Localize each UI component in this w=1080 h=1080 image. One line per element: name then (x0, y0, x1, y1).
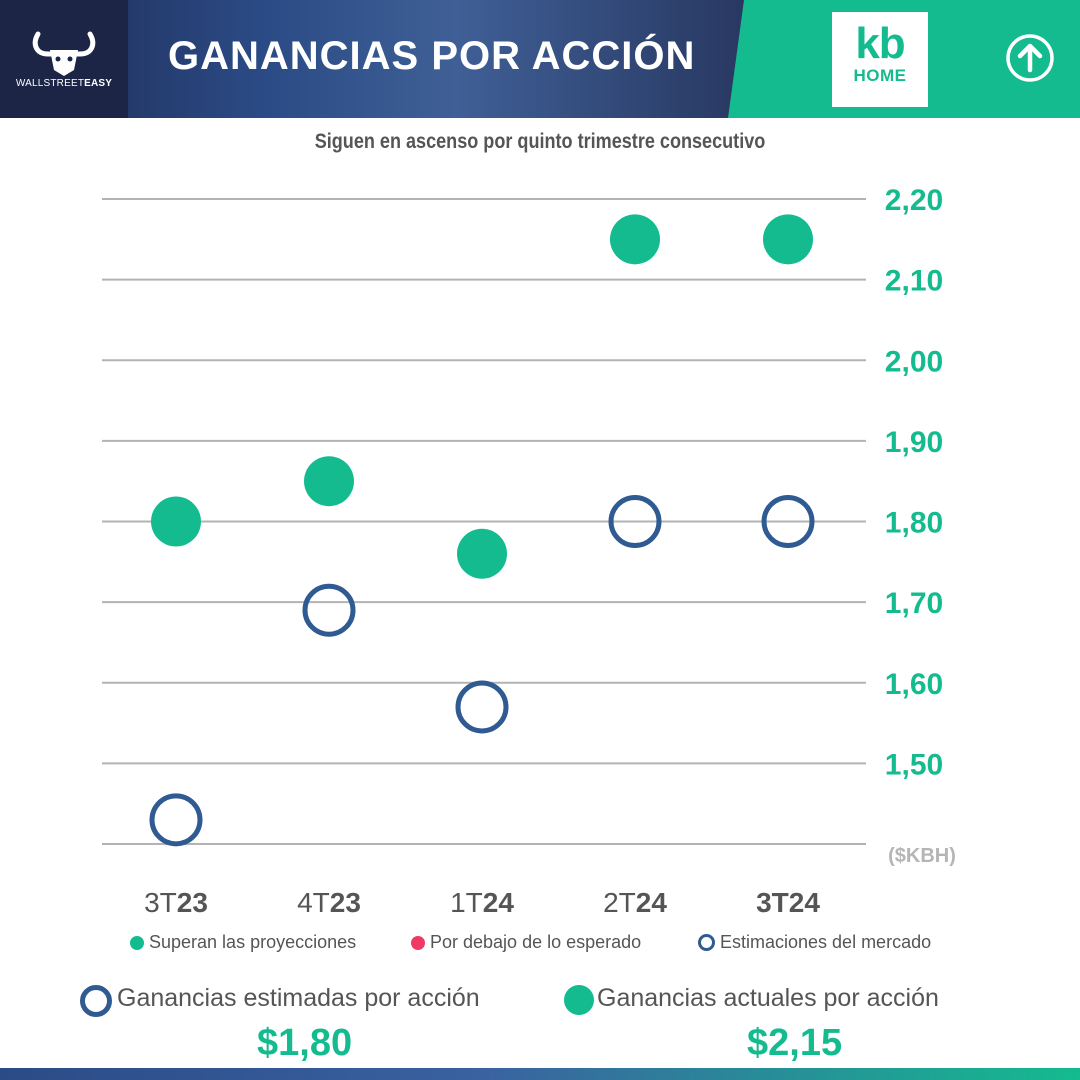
actual-eps-point-4T23 (304, 456, 354, 507)
brand-name: WALLSTREETEASY (15, 78, 113, 89)
x-tick-prefix: 4T (297, 887, 330, 918)
y-tick-label: 1,90 (885, 426, 943, 459)
x-tick-suffix: 24 (483, 887, 515, 918)
red-dot-icon (411, 935, 425, 950)
estimated-eps-point-1T24 (455, 680, 509, 734)
x-tick-label-2T24: 2T24 (603, 887, 667, 918)
y-tick-label: 2,00 (885, 345, 943, 378)
estimated-eps-label: Ganancias estimadas por acción (117, 984, 480, 1012)
actual-eps-label: Ganancias actuales por acción (597, 984, 939, 1012)
x-tick-prefix: 2T (603, 887, 636, 918)
company-logo-bottom: HOME (853, 66, 907, 85)
x-tick-prefix: 3 (756, 887, 772, 918)
actual-filled-icon (564, 985, 594, 1015)
page-title: GANANCIAS POR ACCIÓN (168, 34, 696, 78)
legend-label-beat: Superan las proyecciones (149, 932, 357, 952)
estimated-eps-point-3T24 (761, 495, 815, 548)
estimated-eps-value: $1,80 (257, 1022, 353, 1064)
grid-layer (102, 198, 866, 845)
x-tick-label-1T24: 1T24 (450, 887, 514, 918)
x-tick-label-4T23: 4T23 (297, 887, 361, 918)
y-tick-label: 1,50 (885, 748, 943, 781)
filled-dot-icon (130, 935, 144, 950)
estimated-eps-point-3T23 (149, 793, 203, 847)
bottom-bar (0, 1068, 1080, 1080)
x-tick-suffix: 23 (330, 887, 361, 918)
actual-eps-point-2T24 (610, 214, 660, 265)
actual-eps-point-3T23 (151, 496, 201, 547)
x-tick-label-3T23: 3T23 (144, 887, 208, 918)
header: WALLSTREETEASY GANANCIAS POR ACCIÓN kb H… (0, 0, 1080, 118)
company-logo-top: kb (855, 19, 905, 68)
actual-eps-point-1T24 (457, 528, 507, 579)
x-tick-prefix: 3T (144, 887, 177, 918)
actual-eps-value: $2,15 (747, 1022, 843, 1064)
y-tick-label: 1,80 (885, 507, 943, 540)
legend-item-estimate: Estimaciones del mercado (698, 932, 931, 953)
y-tick-layer: 2,20 2,10 2,00 1,90 1,80 1,70 1,60 1,50 (885, 184, 943, 781)
x-tick-prefix: 1T (450, 887, 483, 918)
x-tick-suffix: T24 (772, 887, 821, 918)
brand-logo[interactable]: WALLSTREETEASY (0, 0, 128, 118)
y-tick-label: 1,70 (885, 587, 943, 620)
estimated-eps-point-2T24 (608, 495, 662, 548)
estimate-ring-icon (80, 985, 112, 1017)
legend-label-miss: Por debajo de lo esperado (430, 932, 642, 952)
y-tick-label: 2,10 (885, 265, 943, 298)
x-tick-layer: 3T23 4T23 1T24 2T24 3T24 (144, 887, 820, 918)
chart-subtitle: Siguen en ascenso por quinto trimestre c… (314, 130, 766, 153)
ring-dot-icon (698, 934, 715, 951)
company-logo: kb HOME (832, 12, 928, 107)
x-tick-label-3T24: 3T24 (756, 887, 820, 918)
legend-item-miss: Por debajo de lo esperado (411, 932, 641, 953)
estimated-eps-point-4T23 (302, 583, 356, 637)
legend-item-beat: Superan las proyecciones (130, 932, 356, 953)
point-layer (149, 214, 815, 847)
y-tick-label: 1,60 (885, 668, 943, 701)
bull-icon (32, 31, 96, 76)
chart-legend: Superan las proyecciones Por debajo de l… (0, 932, 1080, 960)
legend-label-estimate: Estimaciones del mercado (720, 932, 932, 952)
actual-eps-point-3T24 (763, 214, 813, 265)
x-tick-suffix: 24 (636, 887, 668, 918)
y-tick-label: 2,20 (885, 184, 943, 217)
y-axis-unit-label: ($KBH) (888, 845, 956, 867)
arrow-up-circle-icon[interactable] (1005, 33, 1055, 83)
x-tick-suffix: 23 (177, 887, 208, 918)
